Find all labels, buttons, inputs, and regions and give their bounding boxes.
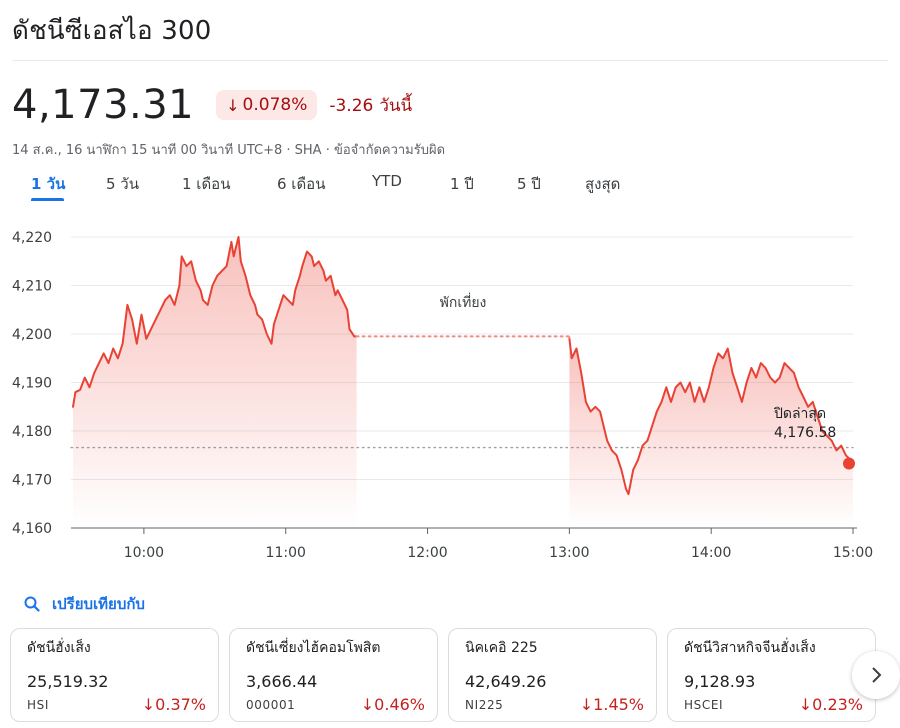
index-card-value: 3,666.44 — [246, 672, 318, 691]
index-card-change-value: 0.23% — [812, 695, 863, 714]
arrow-down-icon: ↓ — [226, 95, 240, 115]
current-price: 4,173.31 — [12, 82, 195, 128]
index-card-shcomp[interactable]: ดัชนีเซี่ยงไฮ้คอมโพสิต 3,666.44 000001 ↓… — [229, 628, 438, 722]
title-divider — [12, 60, 888, 61]
afternoon-session-area — [569, 338, 853, 528]
index-card-change: ↓1.45% — [580, 695, 644, 714]
arrow-down-icon: ↓ — [798, 695, 813, 714]
x-tick-label: 12:00 — [407, 545, 447, 561]
y-tick-label: 4,180 — [12, 424, 52, 440]
index-card-name: ดัชนีวิสาหกิจจีนฮั่งเส็ง — [684, 640, 816, 656]
intraday-chart[interactable]: 4,160 4,170 4,180 4,190 4,200 4,210 4,220 10:00… — [0, 215, 900, 575]
index-card-change-value: 1.45% — [593, 695, 644, 714]
change-absolute-value: -3.26 — [329, 95, 374, 116]
lunch-break-label: พักเที่ยง — [440, 293, 487, 311]
index-card-name: นิคเคอิ 225 — [465, 640, 538, 656]
quote-meta: 14 ส.ค., 16 นาฬิกา 15 นาที 00 วินาที UTC… — [12, 143, 446, 158]
arrow-down-icon: ↓ — [360, 695, 375, 714]
afternoon-session-line — [568, 337, 854, 496]
x-tick-label: 11:00 — [266, 545, 306, 561]
tab-5y[interactable]: 5 ปี — [517, 175, 541, 193]
y-tick-label: 4,170 — [12, 473, 52, 489]
index-card-value: 9,128.93 — [684, 672, 756, 691]
index-card-change: ↓0.23% — [799, 695, 863, 714]
tab-max[interactable]: สูงสุด — [585, 175, 621, 193]
index-card-value: 42,649.26 — [465, 672, 547, 691]
index-card-nikkei[interactable]: นิคเคอิ 225 42,649.26 NI225 ↓1.45% — [448, 628, 657, 722]
index-card-name: ดัชนีฮั่งเส็ง — [27, 640, 91, 656]
x-tick-label: 14:00 — [691, 545, 731, 561]
tab-5d[interactable]: 5 วัน — [106, 175, 139, 193]
active-tab-indicator — [31, 198, 64, 201]
tab-1d[interactable]: 1 วัน — [31, 175, 66, 193]
chevron-right-icon — [872, 667, 882, 683]
x-tick-label: 10:00 — [124, 545, 164, 561]
change-period: วันนี้ — [379, 95, 413, 116]
y-tick-label: 4,210 — [12, 279, 52, 295]
morning-session-line — [72, 236, 358, 408]
previous-close-value: 4,176.58 — [774, 425, 836, 441]
index-card-hsi[interactable]: ดัชนีฮั่งเส็ง 25,519.32 HSI ↓0.37% — [10, 628, 219, 722]
index-card-symbol: NI225 — [465, 697, 504, 712]
morning-session-area — [73, 237, 357, 528]
next-cards-button[interactable] — [852, 651, 900, 699]
y-tick-label: 4,200 — [12, 327, 52, 343]
tab-1y[interactable]: 1 ปี — [450, 175, 474, 193]
tab-ytd[interactable]: YTD — [372, 172, 402, 190]
index-card-hscei[interactable]: ดัชนีวิสาหกิจจีนฮั่งเส็ง 9,128.93 HSCEI … — [667, 628, 876, 722]
y-tick-label: 4,160 — [12, 521, 52, 537]
tab-1m[interactable]: 1 เดือน — [182, 175, 231, 193]
tab-6m[interactable]: 6 เดือน — [277, 175, 326, 193]
index-card-change-value: 0.37% — [155, 695, 206, 714]
price-row: 4,173.31 ↓ 0.078% -3.26 วันนี้ — [12, 82, 412, 128]
compare-link[interactable]: เปรียบเทียบกับ — [24, 592, 145, 616]
index-card-value: 25,519.32 — [27, 672, 109, 691]
change-percent-badge: ↓ 0.078% — [216, 90, 318, 120]
index-card-symbol: 000001 — [246, 697, 296, 712]
compare-label: เปรียบเทียบกับ — [52, 595, 145, 613]
y-tick-label: 4,220 — [12, 230, 52, 246]
index-card-change: ↓0.46% — [361, 695, 425, 714]
previous-close-label: ปิดล่าสุด — [774, 406, 827, 422]
search-icon — [24, 596, 40, 612]
change-percent: 0.078% — [242, 95, 308, 115]
page-title: ดัชนีซีเอสไอ 300 — [12, 16, 212, 46]
arrow-down-icon: ↓ — [579, 695, 594, 714]
x-tick-label: 15:00 — [833, 545, 873, 561]
index-card-symbol: HSI — [27, 697, 49, 712]
index-card-name: ดัชนีเซี่ยงไฮ้คอมโพสิต — [246, 640, 381, 656]
last-price-dot — [843, 457, 855, 470]
index-card-symbol: HSCEI — [684, 697, 724, 712]
index-card-change-value: 0.46% — [374, 695, 425, 714]
related-indices: ดัชนีฮั่งเส็ง 25,519.32 HSI ↓0.37% ดัชนี… — [10, 628, 900, 724]
x-tick-label: 13:00 — [549, 545, 589, 561]
index-card-change: ↓0.37% — [142, 695, 206, 714]
y-tick-label: 4,190 — [12, 376, 52, 392]
arrow-down-icon: ↓ — [141, 695, 156, 714]
change-absolute: -3.26 วันนี้ — [329, 92, 412, 119]
